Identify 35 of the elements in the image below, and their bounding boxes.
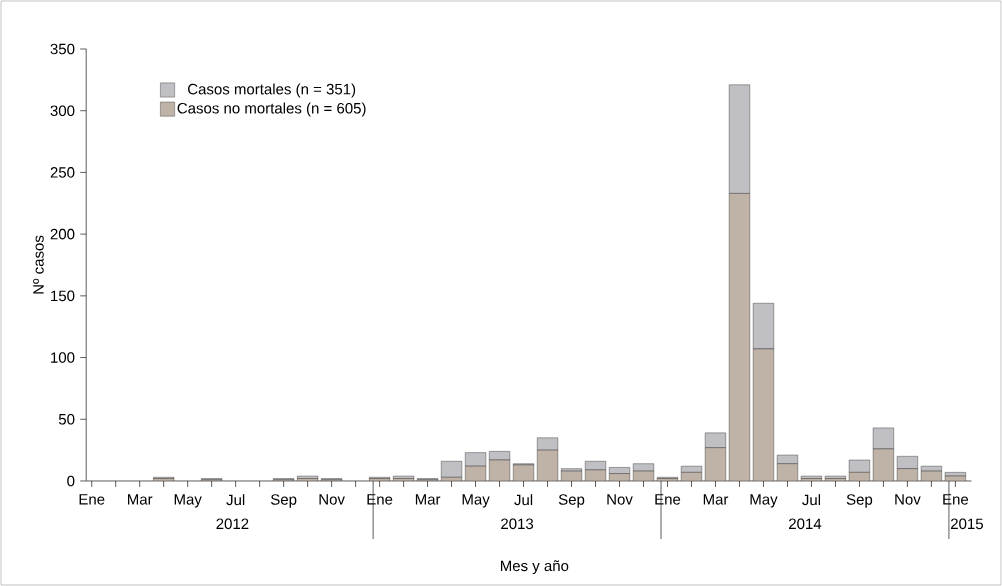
x-tick-label: Jul: [514, 494, 533, 506]
x-tick-label: Mar: [128, 494, 153, 505]
x-tick-label: Mar: [703, 494, 729, 505]
y-tick-label: 100: [51, 352, 75, 363]
y-tick-label: 200: [50, 228, 75, 240]
y-tick-label: 300: [50, 105, 75, 117]
x-tick-label: Sep: [558, 494, 585, 508]
x-tick-label: Ene: [367, 494, 393, 505]
text: 2015: [950, 518, 983, 530]
x-tick-label: Ene: [79, 494, 105, 505]
text: 2012: [216, 518, 249, 530]
x-tick-label: Jul: [802, 494, 821, 506]
x-tick-label: Nov: [607, 494, 633, 505]
x-tick-label: Mar: [415, 494, 441, 505]
y-tick-label: 350: [50, 43, 75, 55]
x-tick-label: May: [750, 494, 778, 508]
text: 2013: [501, 518, 534, 530]
x-tick-label: Jul: [226, 494, 245, 506]
y-axis-title: Nº casos: [33, 235, 44, 294]
x-tick-label: May: [174, 494, 202, 508]
x-tick-label: May: [462, 494, 490, 508]
y-tick-label: 250: [50, 167, 75, 178]
legend-label: Casos mortales (n = 351): [188, 83, 356, 98]
y-tick-label: 150: [51, 290, 75, 302]
x-tick-label: Sep: [846, 494, 873, 508]
x-axis-title: Mes y año: [500, 560, 569, 575]
legend-label: Casos no mortales (n = 605): [177, 102, 366, 117]
x-tick-label: Nov: [895, 494, 921, 505]
x-tick-label: Nov: [319, 494, 345, 505]
text: 2014: [789, 518, 822, 530]
x-tick-label: Sep: [270, 494, 297, 508]
x-tick-label: Ene: [655, 494, 681, 505]
y-tick-label: 0: [67, 475, 75, 487]
y-tick-label: 50: [58, 413, 75, 425]
x-tick-label: Ene: [943, 494, 969, 505]
